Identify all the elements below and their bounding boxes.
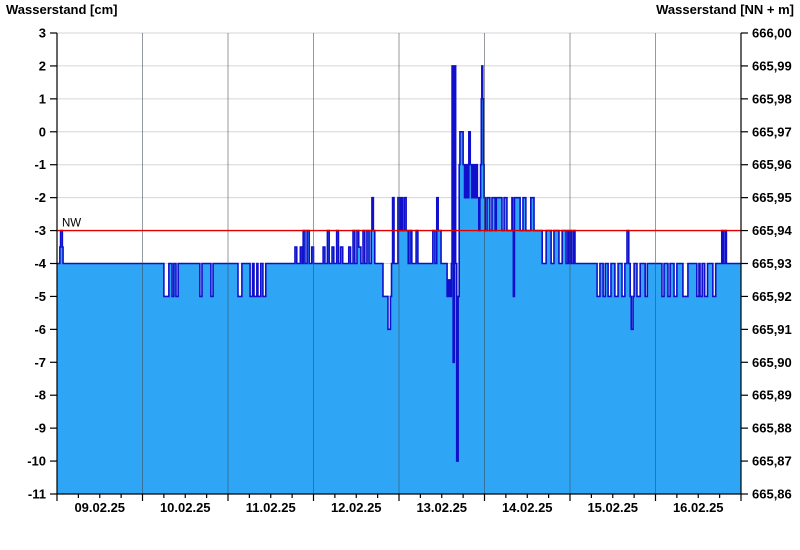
nw-label: NW: [62, 218, 81, 230]
left-tick-label: -7: [34, 355, 46, 370]
date-label: 09.02.25: [74, 500, 125, 515]
right-tick-label: 666,00: [752, 26, 792, 41]
date-label: 10.02.25: [160, 500, 211, 515]
left-tick-label: -9: [34, 421, 46, 436]
left-tick-label: -5: [34, 289, 46, 304]
right-tick-label: 665,88: [752, 421, 792, 436]
right-tick-label: 665,90: [752, 355, 792, 370]
right-tick-label: 665,89: [752, 388, 792, 403]
right-tick-label: 665,91: [752, 322, 792, 337]
right-tick-label: 665,96: [752, 157, 792, 172]
date-label: 13.02.25: [416, 500, 467, 515]
date-label: 11.02.25: [246, 500, 296, 515]
right-tick-label: 665,86: [752, 487, 792, 502]
left-tick-label: -10: [27, 454, 46, 469]
right-tick-label: 665,98: [752, 91, 792, 106]
left-tick-label: 0: [39, 124, 46, 139]
left-tick-label: 3: [39, 26, 46, 41]
right-tick-label: 665,95: [752, 190, 792, 205]
right-tick-label: 665,92: [752, 289, 792, 304]
left-tick-label: 1: [39, 91, 46, 106]
right-tick-label: 665,87: [752, 454, 792, 469]
left-tick-label: -4: [34, 256, 46, 271]
date-label: 15.02.25: [587, 500, 638, 515]
date-label: 16.02.25: [673, 500, 724, 515]
left-tick-label: -1: [34, 157, 46, 172]
right-tick-label: 665,99: [752, 58, 792, 73]
left-tick-label: -3: [34, 223, 46, 238]
right-tick-label: 665,94: [752, 223, 793, 238]
right-tick-label: 665,93: [752, 256, 792, 271]
left-tick-label: -6: [34, 322, 46, 337]
date-label: 14.02.25: [502, 500, 553, 515]
left-axis-title: Wasserstand [cm]: [6, 2, 118, 17]
right-tick-label: 665,97: [752, 124, 792, 139]
date-label: 12.02.25: [331, 500, 382, 515]
left-tick-label: -8: [34, 388, 46, 403]
right-axis-title: Wasserstand [NN + m]: [656, 2, 794, 17]
left-tick-label: -11: [28, 487, 46, 502]
left-tick-label: 2: [39, 58, 46, 73]
left-tick-label: -2: [34, 190, 46, 205]
